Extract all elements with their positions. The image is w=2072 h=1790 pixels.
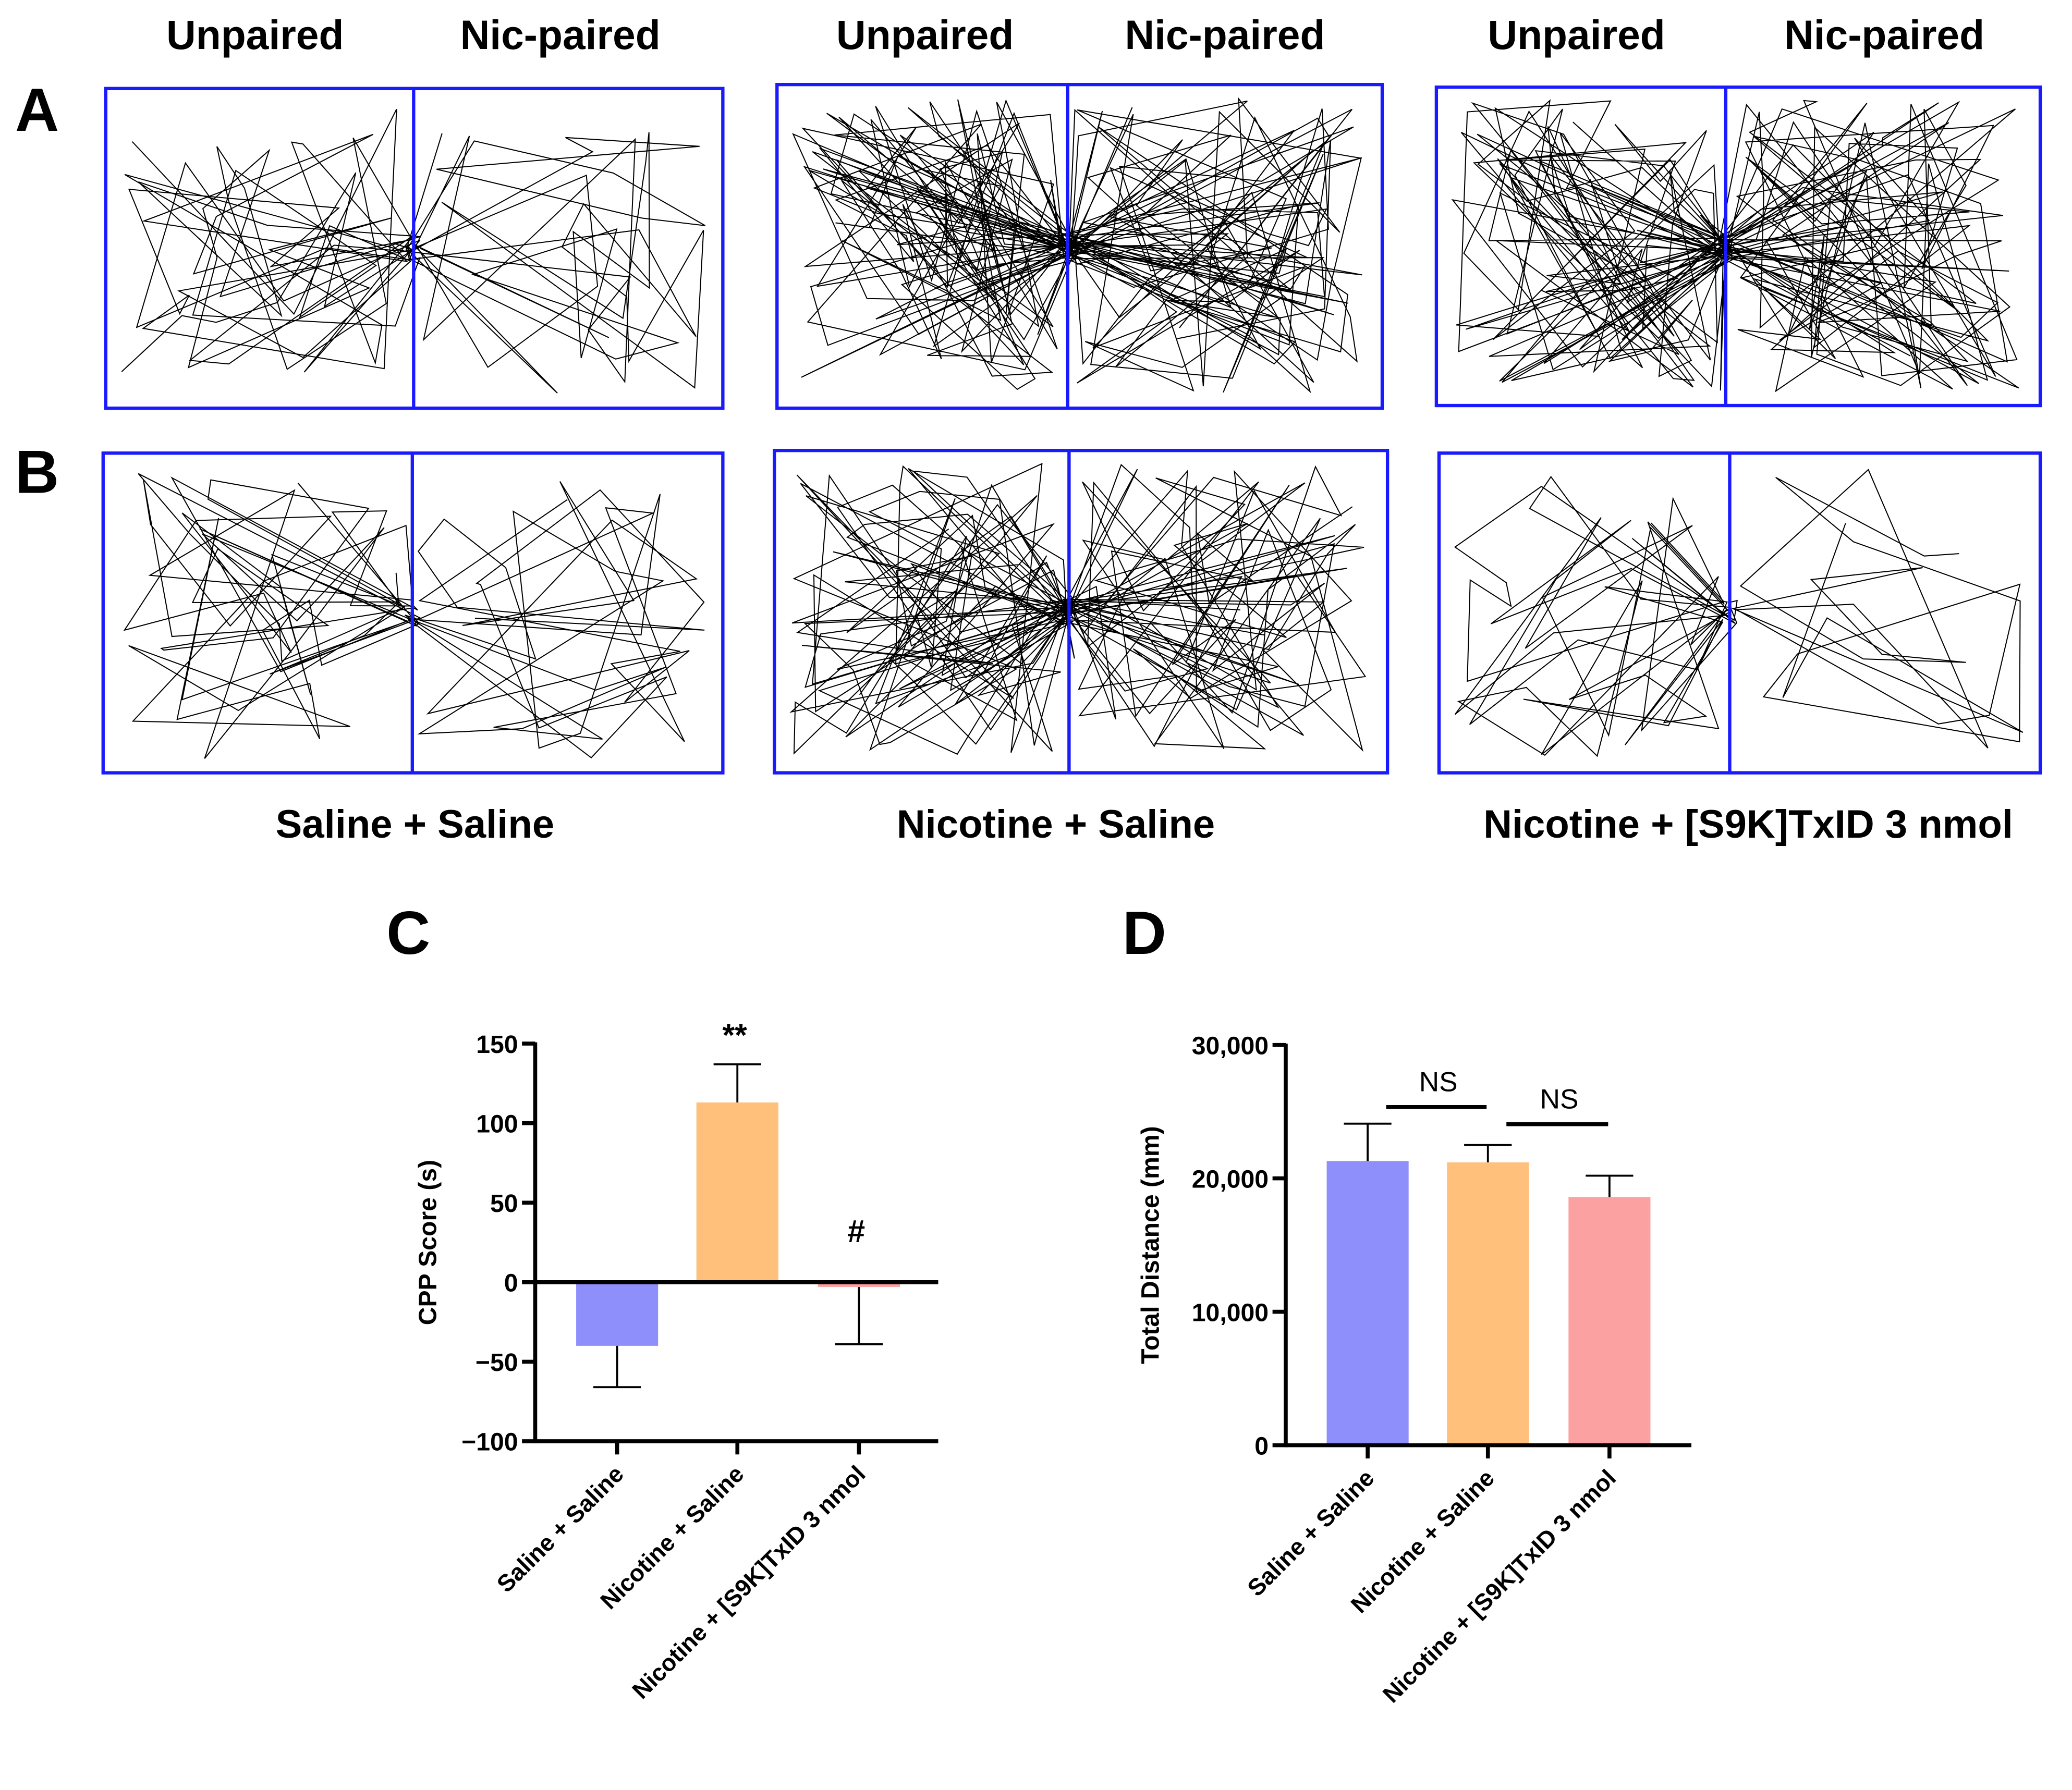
- significance-marker: #: [847, 1213, 865, 1249]
- y-tick-label: 30,000: [1192, 1032, 1269, 1060]
- y-tick-label: 150: [476, 1031, 518, 1059]
- significance-marker: **: [723, 1017, 748, 1052]
- trajectory-path-nic-paired: [1717, 100, 2019, 393]
- y-axis-label: Total Distance (mm): [1137, 1126, 1165, 1364]
- header-unpaired-1: Unpaired: [166, 12, 344, 58]
- panel-label-b: B: [15, 437, 59, 506]
- trajectory-plot: [775, 83, 1384, 410]
- chamber-box: [1434, 85, 2042, 408]
- bar: [818, 1282, 900, 1287]
- trajectory-path-unpaired: [123, 473, 422, 759]
- header-unpaired-2: Unpaired: [836, 12, 1014, 58]
- trajectory-plot: [104, 87, 725, 410]
- x-tick-label: Nicotine + [S9K]TxID 3 nmol: [627, 1461, 871, 1704]
- y-tick-label: 20,000: [1192, 1165, 1269, 1193]
- panel-label-d: D: [1123, 899, 1166, 967]
- trajectory-path-unpaired: [121, 108, 421, 373]
- header-nic-paired-1: Nic-paired: [460, 12, 661, 58]
- y-tick-label: 0: [1254, 1432, 1269, 1460]
- bar: [696, 1102, 778, 1282]
- trajectory-path-unpaired: [1451, 99, 1734, 391]
- trajectory-path-nic-paired: [1062, 463, 1367, 752]
- ns-label: NS: [1540, 1084, 1579, 1114]
- trajectory-path-nic-paired: [1731, 469, 2024, 749]
- y-tick-label: −50: [476, 1348, 518, 1377]
- trajectory-plot: [1434, 85, 2042, 408]
- trajectory-path-unpaired: [1454, 475, 1738, 757]
- y-tick-label: −100: [461, 1428, 518, 1456]
- trajectory-plot: [773, 449, 1390, 775]
- chamber-box: [1437, 451, 2042, 775]
- x-tick-label: Saline + Saline: [492, 1461, 629, 1598]
- trajectory-path-unpaired: [792, 99, 1077, 390]
- trajectory-path-nic-paired: [1059, 97, 1362, 394]
- x-tick-label: Saline + Saline: [1242, 1464, 1380, 1601]
- header-unpaired-3: Unpaired: [1488, 12, 1665, 58]
- chamber-box: [773, 449, 1390, 775]
- trajectory-plot: [1437, 451, 2042, 775]
- trajectory-plot: [101, 451, 725, 775]
- bar: [1326, 1161, 1409, 1445]
- group-label-nicotine-saline: Nicotine + Saline: [897, 802, 1215, 847]
- y-tick-label: 50: [490, 1190, 518, 1218]
- trajectory-path-unpaired: [789, 462, 1077, 755]
- panel-label-c: C: [386, 899, 430, 967]
- trajectory-panels: [101, 83, 2042, 775]
- group-label-saline-saline: Saline + Saline: [276, 802, 555, 847]
- chamber-box: [775, 83, 1384, 410]
- y-tick-label: 100: [476, 1110, 518, 1138]
- bar: [1568, 1197, 1651, 1445]
- trajectory-path-nic-paired: [405, 481, 705, 759]
- x-tick-label: Nicotine + [S9K]TxID 3 nmol: [1378, 1464, 1621, 1708]
- trajectory-path-nic-paired: [404, 132, 706, 394]
- bar: [1447, 1162, 1529, 1445]
- y-tick-label: 10,000: [1192, 1298, 1269, 1327]
- bar: [576, 1282, 659, 1346]
- header-nic-paired-3: Nic-paired: [1784, 12, 1984, 58]
- header-nic-paired-2: Nic-paired: [1125, 12, 1325, 58]
- y-tick-label: 0: [504, 1269, 518, 1297]
- group-label-nicotine-txid: Nicotine + [S9K]TxID 3 nmol: [1483, 802, 2013, 847]
- ns-label: NS: [1419, 1066, 1458, 1097]
- y-axis-label: CPP Score (s): [413, 1160, 442, 1326]
- panel-label-a: A: [15, 76, 59, 144]
